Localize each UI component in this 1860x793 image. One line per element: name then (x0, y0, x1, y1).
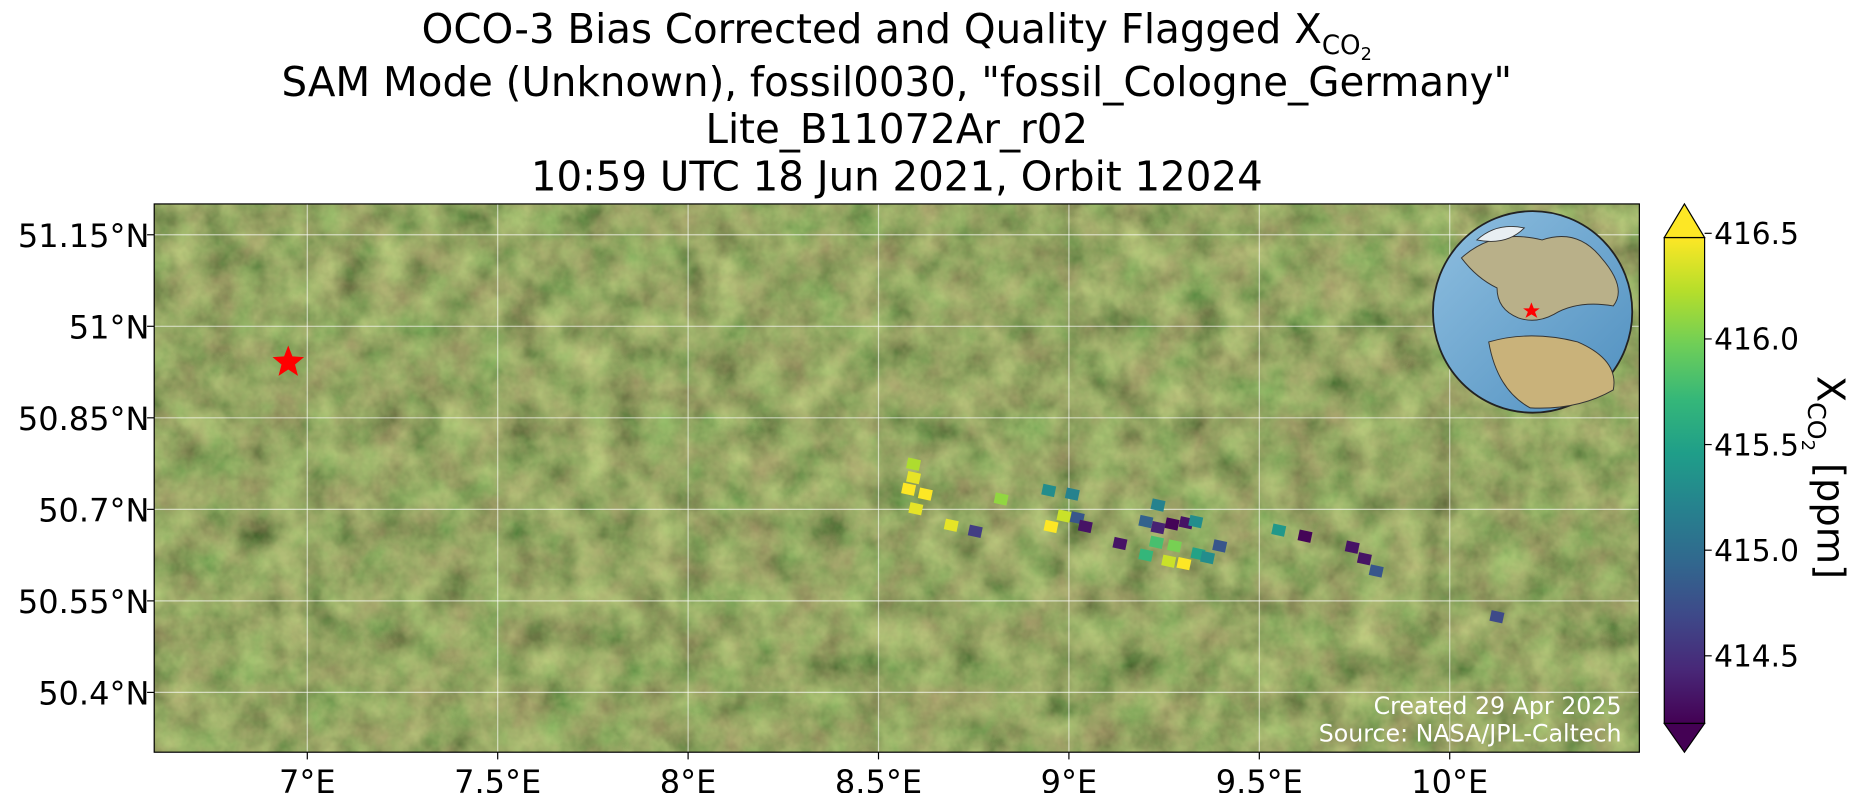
y-tick-label: 51.15°N (18, 217, 150, 255)
sounding (906, 470, 922, 485)
sounding (1077, 519, 1093, 534)
title-text: OCO-3 Bias Corrected and Quality Flagged… (422, 5, 1322, 53)
site-marker (272, 345, 305, 376)
colorbar-tick-label: 415.5 (1714, 428, 1799, 463)
colorbar-tick-label: 414.5 (1714, 639, 1799, 674)
x-tick-label: 9°E (1041, 763, 1098, 793)
colorbar-tick-label: 416.5 (1714, 217, 1799, 252)
colorbar-body (1664, 237, 1705, 724)
sounding (1489, 610, 1505, 624)
sounding (993, 492, 1009, 506)
y-tick-label: 50.55°N (18, 583, 150, 621)
title-line-4: 10:59 UTC 18 Jun 2021, Orbit 12024 (531, 153, 1263, 201)
y-tick-label: 50.7°N (38, 491, 149, 529)
y-tick-label: 50.4°N (38, 674, 149, 712)
sounding (901, 482, 917, 496)
y-tick-label: 51°N (69, 308, 150, 346)
sounding (1176, 557, 1192, 571)
sounding (1138, 514, 1154, 529)
sounding (1356, 552, 1372, 566)
sounding (943, 518, 959, 532)
sounding (1138, 548, 1154, 562)
sounding (967, 524, 983, 538)
sounding (1112, 536, 1128, 551)
sounding (1344, 540, 1360, 554)
colorbar-label-unit: [ppm] (1807, 463, 1851, 579)
colorbar: 414.5 415.0 415.5 416.0 416.5 (1663, 202, 1799, 754)
x-tick-label: 8°E (660, 763, 717, 793)
globe-land (1460, 236, 1619, 321)
credit-created: Created 29 Apr 2025 (1374, 692, 1622, 720)
sounding (1161, 554, 1177, 568)
sounding (917, 487, 933, 501)
map-background (154, 203, 1640, 753)
colorbar-label-subsub: 2 (1797, 440, 1818, 451)
title-subsubscript: 2 (1361, 44, 1372, 65)
sounding (1064, 487, 1080, 501)
sounding (1150, 498, 1166, 512)
terrain-texture (154, 203, 1640, 753)
sounding (1271, 523, 1287, 537)
x-tick-label: 7°E (279, 763, 336, 793)
colorbar-frame (1663, 236, 1706, 725)
sounding (1043, 519, 1059, 534)
sounding (908, 502, 924, 516)
globe-land (1488, 335, 1615, 409)
sounding (1056, 509, 1072, 523)
sounding (1041, 483, 1057, 498)
colorbar-label-sub: CO (1802, 402, 1831, 439)
x-tick-label: 7.5°E (454, 763, 541, 793)
colorbar-tick-label: 415.0 (1714, 534, 1799, 569)
credit-source: Source: NASA/JPL-Caltech (1319, 719, 1622, 747)
colorbar-tick-label: 416.0 (1714, 323, 1799, 358)
colorbar-extend-min (1663, 722, 1706, 754)
sounding (1188, 514, 1204, 529)
x-tick-label: 10°E (1411, 763, 1488, 793)
x-tick-label: 8.5°E (835, 763, 922, 793)
grid (154, 203, 1640, 753)
map-frame (153, 203, 1640, 753)
title-line-3: Lite_B11072Ar_r02 (706, 105, 1089, 153)
title-line-1: OCO-3 Bias Corrected and Quality Flagged… (422, 5, 1372, 65)
globe-ice (1475, 225, 1526, 242)
sounding (1297, 529, 1313, 543)
points (901, 457, 1505, 624)
x-tick-label: 9.5°E (1216, 763, 1303, 793)
globe-inset (1432, 210, 1634, 414)
title-line-2: SAM Mode (Unknown), fossil0030, "fossil_… (282, 58, 1513, 106)
sounding (1164, 517, 1180, 531)
sounding (1166, 539, 1182, 553)
y-tick-label: 50.85°N (18, 400, 150, 438)
sounding (1150, 521, 1166, 535)
colorbar-label: XCO2 [ppm] (1797, 376, 1851, 579)
sounding (906, 457, 922, 471)
sounding (1200, 550, 1216, 565)
sounding (1149, 535, 1164, 549)
colorbar-extend-max (1663, 202, 1706, 239)
colorbar-label-main: X (1807, 376, 1851, 402)
sounding (1368, 564, 1384, 578)
globe-site-marker (1523, 302, 1540, 318)
title-subscript: CO (1322, 31, 1361, 61)
sounding (1212, 539, 1228, 553)
